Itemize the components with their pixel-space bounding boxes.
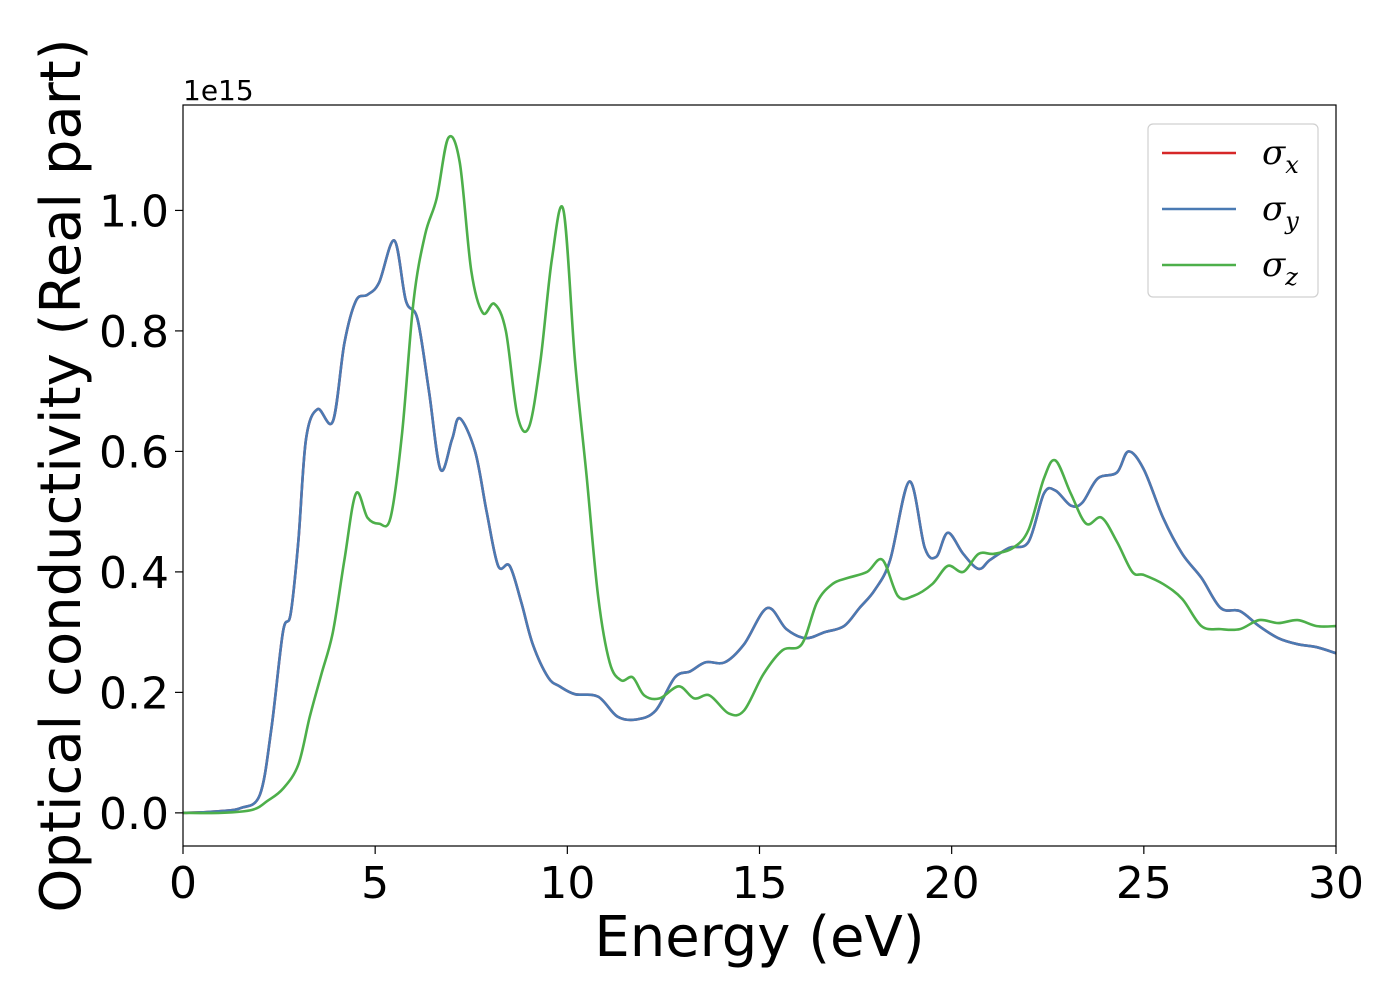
y-axis-ticks: 0.0 0.2 0.4 0.6 0.8 1.0 <box>99 186 183 840</box>
x-tick-label: 30 <box>1308 858 1364 909</box>
legend-symbol: σ <box>1262 245 1286 285</box>
y-axis-offset-text: 1e15 <box>183 74 254 107</box>
y-tick-label: 0.6 <box>99 427 169 478</box>
x-axis-ticks: 0 5 10 15 20 25 30 <box>169 846 1364 909</box>
y-tick-label: 0.8 <box>99 307 169 358</box>
series-line-sigma-z <box>183 134 1336 815</box>
legend-label-sigma-y: σy <box>1262 189 1299 235</box>
y-tick-label: 0.0 <box>99 789 169 840</box>
y-tick-label: 0.2 <box>99 668 169 719</box>
x-tick-label: 25 <box>1116 858 1172 909</box>
y-axis-label: Optical conductivity (Real part) <box>29 38 94 912</box>
legend-subscript: z <box>1284 263 1298 291</box>
legend-frame <box>1147 123 1319 298</box>
legend-symbol: σ <box>1262 133 1286 173</box>
legend-subscript: y <box>1284 207 1299 235</box>
legend-symbol: σ <box>1262 189 1286 229</box>
x-tick-label: 5 <box>361 858 389 909</box>
x-tick-label: 10 <box>539 858 595 909</box>
x-axis-label: Energy (eV) <box>594 905 924 970</box>
plot-area <box>183 105 1336 846</box>
y-tick-label: 0.4 <box>99 548 169 599</box>
series-layer <box>183 134 1336 815</box>
series-line-sigma-y <box>183 239 1336 815</box>
x-tick-label: 15 <box>732 858 788 909</box>
legend-label-sigma-x: σx <box>1262 133 1299 179</box>
legend-subscript: x <box>1285 151 1299 179</box>
x-tick-label: 20 <box>924 858 980 909</box>
legend-label-sigma-z: σz <box>1262 245 1298 291</box>
x-tick-label: 0 <box>169 858 197 909</box>
y-tick-label: 1.0 <box>99 186 169 237</box>
